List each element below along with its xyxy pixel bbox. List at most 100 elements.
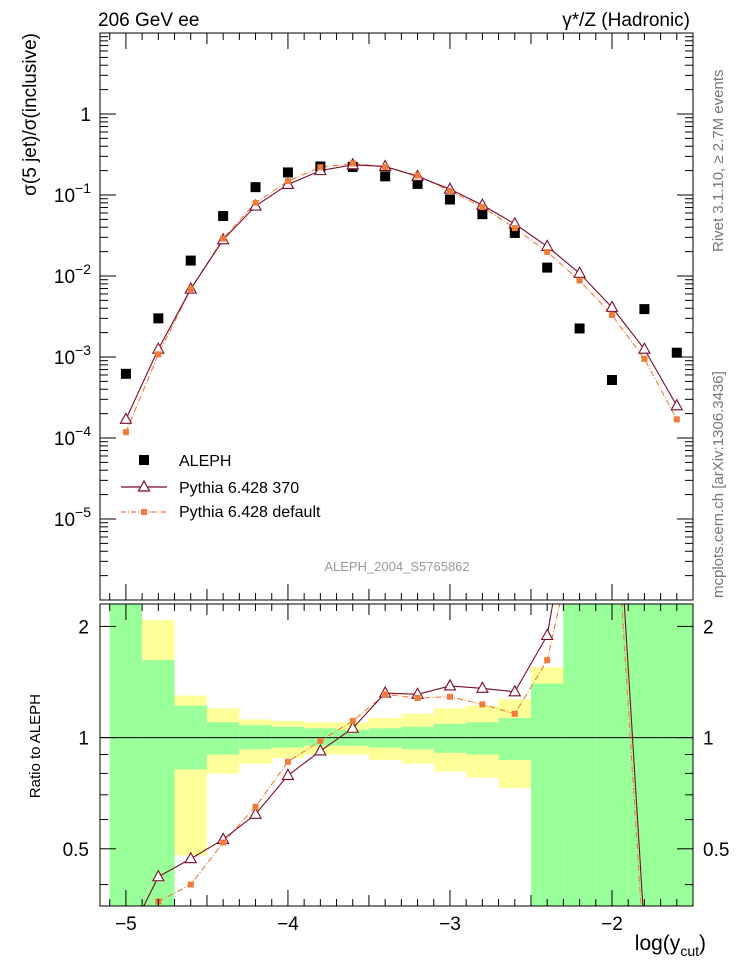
pythia-default-point — [187, 286, 194, 293]
ratio-pythia-default-point — [187, 881, 194, 888]
pythia-default-point — [317, 164, 324, 171]
pythia-default-point — [544, 248, 551, 255]
pythia-default-point — [284, 178, 291, 185]
pythia-default-point — [608, 312, 615, 319]
pythia-default-point — [641, 355, 648, 362]
ratio-y-tick-label-right: 2 — [703, 617, 714, 638]
ratio-band-inner — [433, 723, 467, 753]
ratio-pythia-default-point — [577, 512, 583, 518]
pythia370-point — [605, 300, 619, 312]
main-y-axis-label: σ(5 jet)/σ(inclusive) — [20, 33, 41, 196]
ratio-pythia370-point — [151, 869, 165, 882]
pythia-default-point — [479, 204, 486, 211]
main-y-tick-label-base: 10 — [54, 348, 75, 369]
main-frame — [99, 32, 694, 601]
ratio-pythia-default-point — [349, 717, 356, 724]
ratio-pythia-default-line — [156, 604, 642, 906]
aleph-point — [218, 211, 229, 222]
ratio-band-inner — [660, 604, 693, 906]
main-y-tick-label: 10−5 — [54, 504, 91, 531]
rivet-label: Rivet 3.1.10, ≥ 2.7M events — [710, 70, 727, 253]
ratio-y-tick-label-right: 0.5 — [703, 840, 729, 861]
ratio-pythia370-point — [346, 721, 360, 733]
mcplots-label: mcplots.cern.ch [arXiv:1306.3436] — [710, 371, 727, 598]
aleph-point — [444, 194, 455, 205]
main-y-tick-label: 10−4 — [54, 423, 91, 450]
pythia370-point — [119, 412, 133, 424]
main-y-tick-label: 10−3 — [54, 342, 91, 369]
main-tick-marks — [100, 32, 693, 601]
aleph-point — [606, 375, 617, 386]
ratio-band-inner — [498, 717, 531, 760]
ratio-pythia370-point — [606, 398, 617, 408]
ratio-y-tick-label-left: 1 — [78, 729, 89, 750]
ratio-pythia370-point — [508, 684, 522, 697]
main-y-tick-label-exp: −2 — [75, 261, 91, 277]
main-data — [119, 157, 684, 436]
ratio-pythia-default-point — [252, 803, 259, 810]
ratio-pythia-default-point — [479, 701, 486, 708]
ratio-data — [100, 398, 693, 946]
ratio-pythia370-point — [184, 851, 198, 864]
main-y-tick-label: 10−1 — [54, 180, 91, 207]
aleph-point — [153, 313, 164, 324]
ratio-tick-marks — [100, 604, 693, 906]
main-y-tick-label-exp: −5 — [75, 504, 91, 520]
ratio-pythia370-point — [574, 444, 585, 454]
ratio-pythia370-point — [281, 768, 295, 780]
pythia370-point — [670, 398, 684, 411]
x-tick-label: −4 — [277, 914, 299, 935]
ratio-uncertainty-bands — [109, 604, 693, 906]
ratio-pythia-default-point — [382, 691, 389, 698]
ratio-pythia-default-point — [220, 839, 227, 846]
pythia-default-point — [576, 277, 583, 284]
ratio-pythia370-point — [313, 743, 327, 756]
pythia370-point — [540, 239, 554, 251]
pythia370-point — [637, 342, 651, 354]
ratio-pythia370-point — [120, 936, 131, 946]
pythia-default-line — [125, 162, 678, 433]
x-tick-label: −2 — [601, 914, 623, 935]
main-y-tick-label-exp: −4 — [75, 423, 91, 439]
process-label: γ*/Z (Hadronic) — [562, 10, 690, 31]
main-y-tick-label-exp: −3 — [75, 342, 91, 358]
legend-pythia370-label: Pythia 6.428 370 — [179, 480, 299, 497]
legend-aleph-marker — [139, 455, 149, 465]
ratio-pythia370-point — [475, 681, 489, 693]
ratio-band-inner — [595, 604, 629, 906]
pythia-default-point — [673, 416, 680, 423]
pythia-default-point — [155, 351, 162, 358]
energy-label: 206 GeV ee — [98, 10, 199, 31]
legend-pythia370-marker — [137, 479, 151, 492]
ratio-band-inner — [563, 604, 596, 906]
pythia-default-point — [252, 199, 259, 206]
ratio-tick-labels: 0.5 0.5 1 1 2 2 −5 −4 −3 −2 — [63, 617, 730, 935]
pythia-default-point — [220, 235, 227, 242]
ratio-y-tick-label-left: 0.5 — [63, 840, 89, 861]
ratio-band-inner — [628, 604, 661, 906]
pythia370-point — [573, 266, 587, 278]
aleph-point — [477, 209, 488, 220]
x-axis-label-base: log(y — [635, 932, 681, 955]
pythia-default-point — [414, 172, 421, 179]
aleph-point — [380, 171, 391, 182]
aleph-point — [282, 167, 293, 178]
x-axis-label-end: ) — [699, 932, 706, 955]
pythia-default-point — [382, 163, 389, 170]
aleph-point — [509, 227, 520, 238]
main-y-tick-label: 1 — [80, 105, 91, 126]
ratio-pythia-default-point — [446, 693, 453, 700]
main-y-tick-label-base: 10 — [54, 267, 75, 288]
ratio-pythia370-point — [443, 678, 457, 691]
pythia-default-point — [446, 188, 453, 195]
x-axis-label: log(ycut) — [635, 932, 706, 959]
main-y-tick-label-base: 10 — [54, 510, 75, 531]
aleph-point — [574, 323, 585, 334]
legend-pythiadefault-marker — [141, 509, 147, 515]
aleph-point — [639, 304, 650, 315]
legend-aleph-label: ALEPH — [179, 453, 231, 470]
ratio-y-tick-label-right: 1 — [703, 729, 714, 750]
main-tick-labels: 110−110−210−310−410−5 — [54, 105, 91, 531]
main-y-tick-label-exp: −1 — [75, 180, 91, 196]
